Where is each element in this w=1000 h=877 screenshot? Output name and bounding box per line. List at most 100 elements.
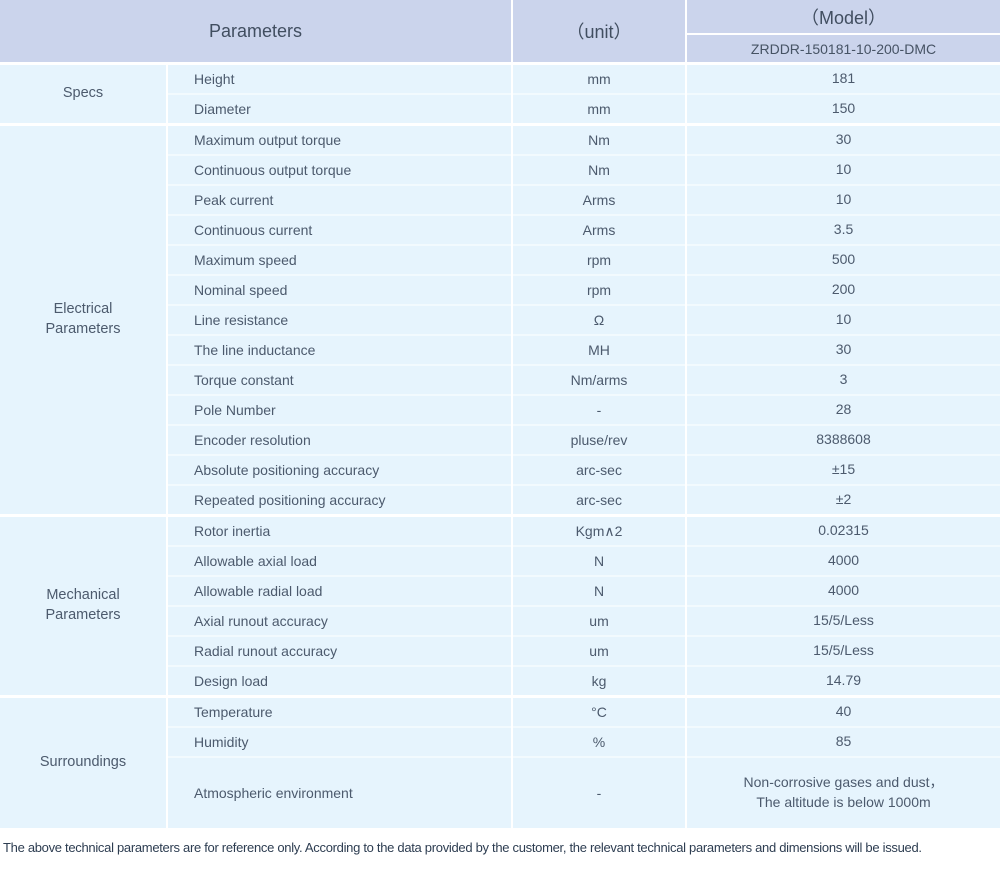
param-unit: pluse/rev: [511, 424, 687, 455]
group-label-mechanical: Mechanical Parameters: [0, 514, 167, 697]
param-unit: Nm/arms: [511, 364, 687, 395]
param-name: Encoder resolution: [165, 424, 513, 455]
table-row: Specs Height mm 181: [0, 62, 1000, 125]
param-unit: kg: [511, 665, 687, 697]
table-row: Allowable radial load N 4000: [0, 575, 1000, 606]
param-name: Allowable axial load: [165, 545, 513, 576]
param-value: 10: [685, 304, 1000, 335]
header-unit: （unit）: [511, 0, 687, 64]
param-unit: °C: [511, 695, 687, 727]
table-row: Allowable axial load N 4000: [0, 545, 1000, 576]
table-row: Pole Number - 28: [0, 394, 1000, 425]
param-value: 500: [685, 244, 1000, 275]
param-value: 3: [685, 364, 1000, 395]
param-unit: Nm: [511, 123, 687, 155]
table-row: Continuous output torque Nm 10: [0, 154, 1000, 185]
param-unit: -: [511, 756, 687, 828]
table-row: Line resistance Ω 10: [0, 304, 1000, 335]
param-unit: um: [511, 635, 687, 666]
param-value: ±2: [685, 484, 1000, 516]
param-value: 15/5/Less: [685, 605, 1000, 636]
param-name: Axial runout accuracy: [165, 605, 513, 636]
param-name: Temperature: [165, 695, 513, 727]
param-value: 4000: [685, 545, 1000, 576]
param-unit: arc-sec: [511, 454, 687, 485]
param-value: 30: [685, 123, 1000, 155]
param-name: Design load: [165, 665, 513, 697]
param-name: Peak current: [165, 184, 513, 215]
param-name: Humidity: [165, 726, 513, 757]
param-name: Atmospheric environment: [165, 756, 513, 828]
param-value: 10: [685, 184, 1000, 215]
table-row: The line inductance MH 30: [0, 334, 1000, 365]
param-name: Continuous current: [165, 214, 513, 245]
param-name: Continuous output torque: [165, 154, 513, 185]
param-value: 0.02315: [685, 514, 1000, 546]
param-name: Maximum speed: [165, 244, 513, 275]
param-value: 10: [685, 154, 1000, 185]
param-name: Rotor inertia: [165, 514, 513, 546]
param-name: The line inductance: [165, 334, 513, 365]
param-name: Radial runout accuracy: [165, 635, 513, 666]
table-row: Absolute positioning accuracy arc-sec ±1…: [0, 454, 1000, 485]
param-unit: rpm: [511, 244, 687, 275]
param-unit: mm: [511, 62, 687, 94]
param-name: Maximum output torque: [165, 123, 513, 155]
table-header-model-row: ZRDDR-150181-10-200-DMC: [0, 34, 1000, 64]
param-value: ±15: [685, 454, 1000, 485]
table-row: Torque constant Nm/arms 3: [0, 364, 1000, 395]
param-unit: Nm: [511, 154, 687, 185]
param-unit: arc-sec: [511, 484, 687, 516]
param-unit: um: [511, 605, 687, 636]
param-unit: Kgm∧2: [511, 514, 687, 546]
param-name: Line resistance: [165, 304, 513, 335]
param-value: 40: [685, 695, 1000, 727]
param-name: Nominal speed: [165, 274, 513, 305]
table-row: Maximum speed rpm 500: [0, 244, 1000, 275]
group-label-specs: Specs: [0, 62, 167, 125]
header-parameters: Parameters: [0, 0, 513, 64]
table-row: Peak current Arms 10: [0, 184, 1000, 215]
param-name: Height: [165, 62, 513, 94]
table-row: Electrical Parameters Maximum output tor…: [0, 123, 1000, 516]
param-unit: -: [511, 394, 687, 425]
table-row: Humidity % 85: [0, 726, 1000, 757]
param-unit: Ω: [511, 304, 687, 335]
param-value: 200: [685, 274, 1000, 305]
table-header-row: Parameters （unit） （Model）: [0, 0, 1000, 64]
param-value: 28: [685, 394, 1000, 425]
table-row: Axial runout accuracy um 15/5/Less: [0, 605, 1000, 636]
param-unit: N: [511, 575, 687, 606]
table-row: Diameter mm 150: [0, 93, 1000, 125]
table-row: Design load kg 14.79: [0, 665, 1000, 697]
param-value: 14.79: [685, 665, 1000, 697]
param-name: Torque constant: [165, 364, 513, 395]
param-value: 8388608: [685, 424, 1000, 455]
table-row: Surroundings Temperature °C 40: [0, 695, 1000, 828]
param-value: 15/5/Less: [685, 635, 1000, 666]
param-unit: mm: [511, 93, 687, 125]
param-unit: Arms: [511, 184, 687, 215]
param-name: Absolute positioning accuracy: [165, 454, 513, 485]
param-unit: N: [511, 545, 687, 576]
param-name: Repeated positioning accuracy: [165, 484, 513, 516]
group-label-surroundings: Surroundings: [0, 695, 167, 828]
param-value: Non-corrosive gases and dust， The altitu…: [685, 756, 1000, 828]
param-name: Allowable radial load: [165, 575, 513, 606]
spec-table: Parameters （unit） （Model） ZRDDR-150181-1…: [0, 0, 1000, 828]
param-unit: rpm: [511, 274, 687, 305]
param-value: 4000: [685, 575, 1000, 606]
param-unit: Arms: [511, 214, 687, 245]
param-value: 181: [685, 62, 1000, 94]
param-value: 85: [685, 726, 1000, 757]
table-row: Nominal speed rpm 200: [0, 274, 1000, 305]
param-value: 150: [685, 93, 1000, 125]
table-row: Repeated positioning accuracy arc-sec ±2: [0, 484, 1000, 516]
model-number: ZRDDR-150181-10-200-DMC: [685, 34, 1000, 64]
table-row: Mechanical Parameters Rotor inertia Kgm∧…: [0, 514, 1000, 697]
param-unit: %: [511, 726, 687, 757]
group-label-electrical: Electrical Parameters: [0, 123, 167, 516]
header-model: （Model）: [685, 0, 1000, 35]
table-row: Atmospheric environment - Non-corrosive …: [0, 756, 1000, 828]
table-row: Radial runout accuracy um 15/5/Less: [0, 635, 1000, 666]
